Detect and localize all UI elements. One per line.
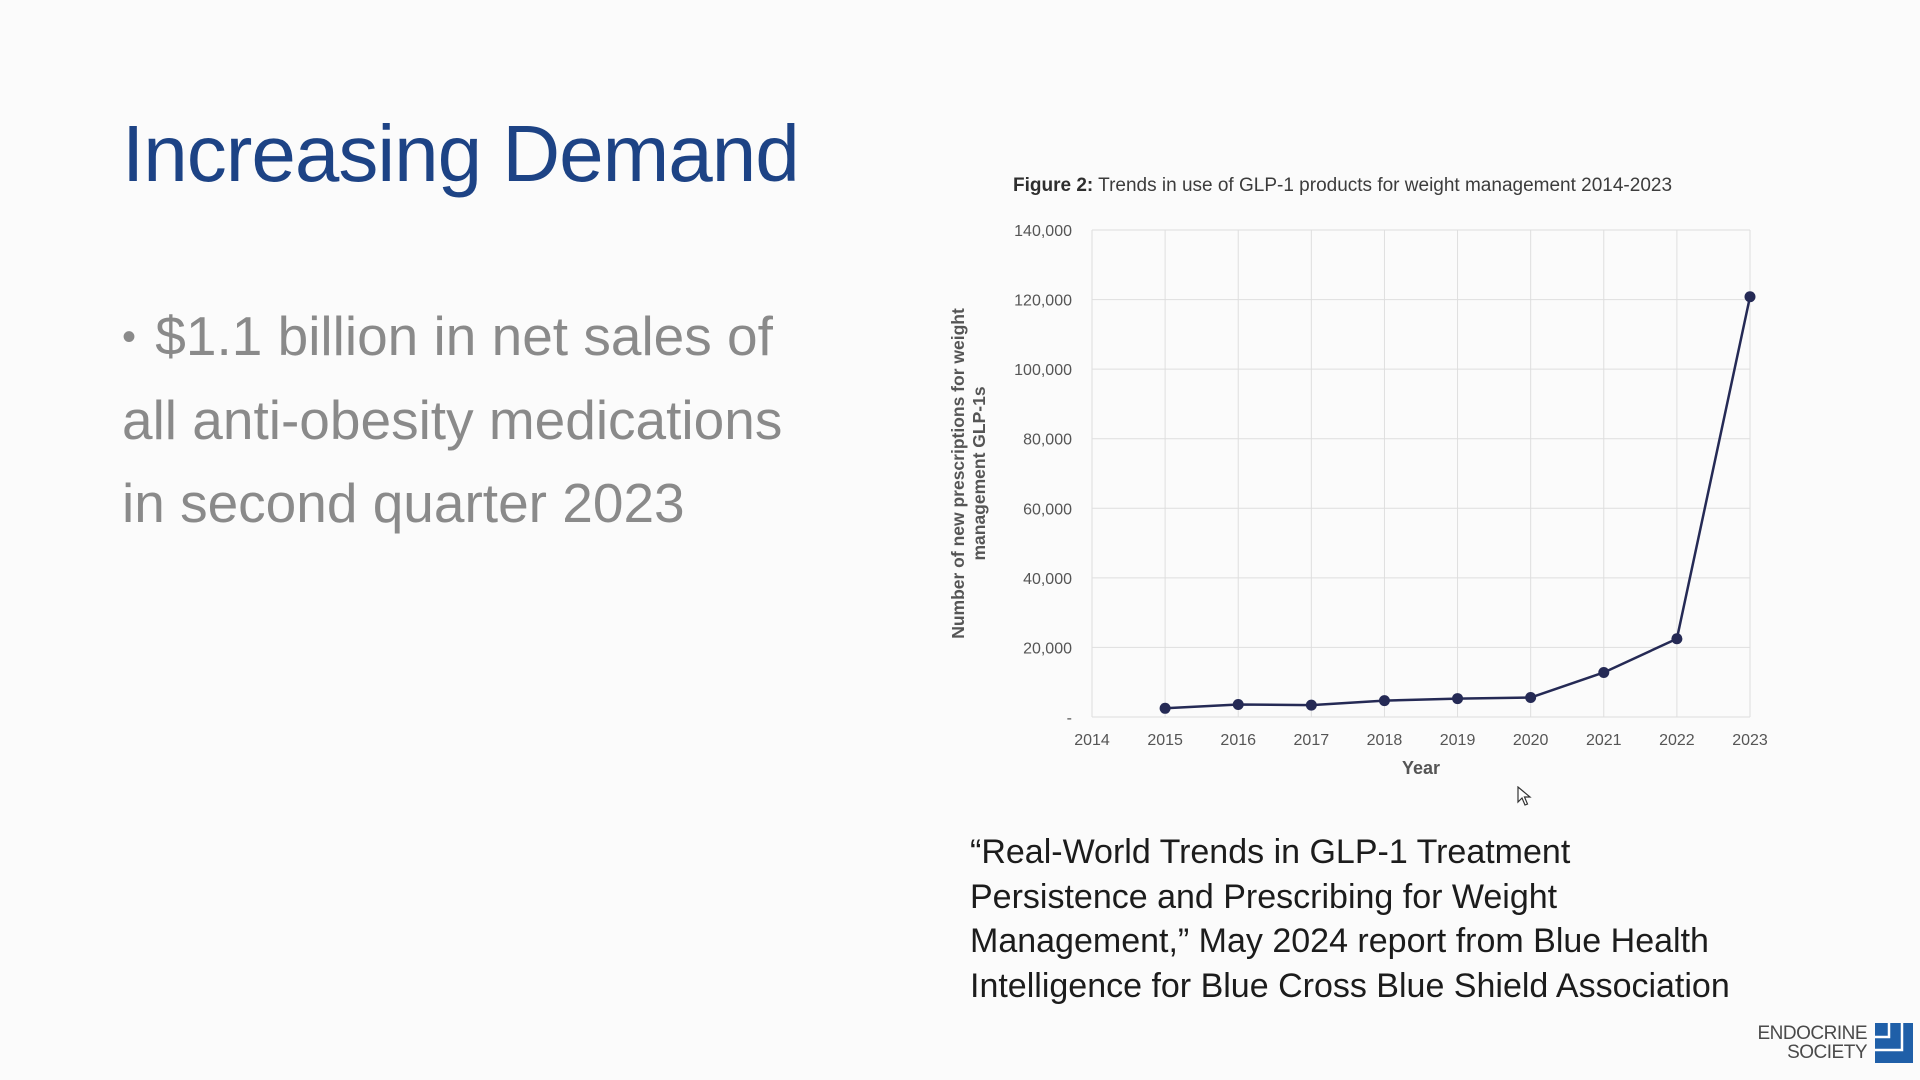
x-tick-label: 2019 <box>1440 732 1476 749</box>
data-point <box>1232 698 1244 710</box>
logo-text: ENDOCRINE SOCIETY <box>1757 1024 1867 1062</box>
bullet-line-1: • $1.1 billion in net sales of <box>122 295 822 379</box>
y-axis-title-line: Number of new prescriptions for weight <box>948 308 968 639</box>
endocrine-society-logo-icon <box>1875 1023 1913 1063</box>
x-tick-label: 2015 <box>1147 732 1183 749</box>
x-tick-label: 2017 <box>1294 732 1330 749</box>
logo-line-2: SOCIETY <box>1787 1042 1867 1063</box>
x-tick-label: 2020 <box>1513 732 1549 749</box>
y-tick-label: - <box>1067 710 1072 727</box>
data-point <box>1598 666 1610 678</box>
y-tick-label: 40,000 <box>1023 571 1072 588</box>
endocrine-society-logo: ENDOCRINE SOCIETY <box>1735 1021 1915 1065</box>
y-tick-label: 140,000 <box>1014 223 1072 240</box>
mouse-pointer-icon <box>1517 786 1532 806</box>
data-point <box>1305 699 1317 711</box>
x-tick-label: 2018 <box>1367 732 1403 749</box>
data-point <box>1452 693 1464 705</box>
x-tick-label: 2021 <box>1586 732 1622 749</box>
bullet-point: • $1.1 billion in net sales of all anti-… <box>122 295 822 545</box>
data-point <box>1525 692 1537 704</box>
citation: “Real-World Trends in GLP-1 Treatment Pe… <box>970 830 1800 1008</box>
citation-line-1: “Real-World Trends in GLP-1 Treatment <box>970 833 1571 871</box>
x-tick-label: 2022 <box>1659 732 1695 749</box>
data-point <box>1159 702 1171 714</box>
y-tick-label: 100,000 <box>1014 362 1072 379</box>
bullet-text-1: $1.1 billion in net sales of <box>155 305 773 367</box>
figure-caption: Figure 2: Trends in use of GLP-1 product… <box>1013 175 1672 197</box>
citation-line-4: Intelligence for Blue Cross Blue Shield … <box>970 966 1730 1005</box>
bullet-symbol: • <box>122 315 137 360</box>
y-tick-label: 60,000 <box>1023 501 1072 518</box>
data-point <box>1671 633 1683 645</box>
slide-title: Increasing Demand <box>122 109 800 198</box>
x-tick-label: 2023 <box>1732 732 1768 749</box>
figure-label: Figure 2: <box>1013 175 1094 196</box>
x-tick-label: 2016 <box>1220 732 1256 749</box>
y-tick-label: 20,000 <box>1023 640 1072 657</box>
y-axis-title-line: management GLP-1s <box>969 386 989 560</box>
data-point <box>1378 695 1390 707</box>
x-tick-label: 2014 <box>1074 732 1110 749</box>
x-axis-title: Year <box>1402 758 1440 778</box>
glp1-line-chart: - 20,000 40,000 60,000 80,000 100,000 120,000 1… <box>948 223 1768 778</box>
data-point <box>1744 291 1756 303</box>
bullet-line-3: in second quarter 2023 <box>122 472 685 535</box>
logo-line-1: ENDOCRINE <box>1757 1023 1867 1044</box>
citation-line-3: Management,” May 2024 report from Blue H… <box>970 922 1709 960</box>
citation-line-2: Persistence and Prescribing for Weight <box>970 877 1558 916</box>
figure-caption-text: Trends in use of GLP-1 products for weig… <box>1098 175 1673 196</box>
y-tick-label: 120,000 <box>1014 293 1072 310</box>
bullet-line-2: all anti-obesity medications <box>122 389 783 452</box>
y-tick-label: 80,000 <box>1023 432 1072 449</box>
